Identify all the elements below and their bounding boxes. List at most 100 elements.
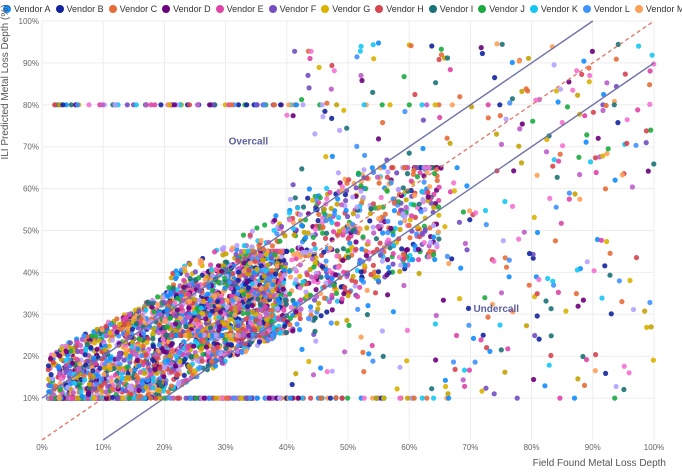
data-point — [389, 165, 395, 171]
annotation-label: Overcall — [229, 137, 269, 148]
data-point — [580, 297, 587, 303]
legend-item[interactable]: Vendor D — [162, 4, 211, 14]
data-point — [209, 288, 215, 294]
data-point — [331, 68, 337, 74]
data-point — [273, 213, 279, 219]
data-point — [210, 332, 216, 338]
data-point — [431, 204, 437, 210]
data-point — [151, 359, 157, 365]
x-tick-label: 70% — [462, 443, 478, 452]
data-point — [444, 55, 451, 61]
data-point — [254, 266, 260, 272]
data-point — [543, 298, 549, 304]
data-point — [311, 264, 317, 270]
legend-item[interactable]: Vendor K — [529, 4, 578, 14]
data-point — [308, 395, 314, 401]
legend-item[interactable]: Vendor H — [375, 4, 424, 14]
data-point — [288, 304, 294, 310]
data-point — [239, 349, 245, 355]
data-point — [68, 102, 74, 108]
data-point — [353, 239, 359, 245]
data-point — [144, 340, 150, 346]
data-point — [343, 198, 349, 204]
legend-item[interactable]: Vendor L — [582, 4, 630, 14]
data-point — [358, 334, 364, 340]
data-point — [114, 316, 120, 322]
data-point — [577, 172, 583, 178]
data-point — [70, 395, 76, 401]
data-point — [287, 274, 294, 280]
annotations: Overcall Undercall — [229, 137, 520, 316]
data-point — [299, 346, 305, 352]
data-point — [371, 56, 377, 62]
legend-item[interactable]: Vendor C — [108, 4, 157, 14]
data-point — [402, 165, 408, 171]
data-point — [506, 257, 512, 263]
legend-item[interactable]: Vendor M — [634, 4, 682, 14]
x-tick-label: 40% — [279, 443, 295, 452]
data-point — [109, 337, 115, 343]
data-point — [370, 224, 376, 230]
data-point — [313, 287, 319, 293]
data-point — [438, 52, 444, 58]
data-point — [387, 102, 393, 108]
legend-item[interactable]: Vendor E — [215, 4, 264, 14]
legend-item[interactable]: Vendor J — [478, 4, 525, 14]
data-point — [257, 253, 263, 259]
data-point — [343, 207, 349, 214]
data-point — [274, 263, 280, 269]
data-point — [334, 201, 340, 207]
legend-item[interactable]: Vendor I — [428, 4, 473, 14]
data-point — [136, 308, 142, 314]
data-point — [320, 230, 326, 236]
data-point — [519, 121, 525, 127]
legend-item[interactable]: Vendor A — [3, 4, 51, 14]
data-point — [427, 239, 434, 246]
data-point — [342, 192, 348, 198]
data-point — [364, 312, 370, 318]
data-point — [305, 315, 312, 322]
data-point — [172, 321, 179, 327]
data-point — [200, 311, 206, 317]
data-point — [581, 58, 587, 64]
data-point — [564, 104, 571, 110]
data-point — [465, 305, 472, 311]
data-point — [577, 196, 583, 202]
data-point — [627, 277, 633, 284]
data-point — [402, 218, 408, 224]
data-point — [361, 369, 367, 375]
legend-item[interactable]: Vendor F — [268, 4, 316, 14]
data-point — [295, 395, 302, 401]
data-point — [122, 388, 129, 394]
data-point — [245, 248, 251, 254]
data-point — [353, 185, 359, 191]
data-point — [86, 381, 93, 387]
data-point — [336, 214, 342, 221]
data-point — [99, 327, 105, 333]
data-point — [645, 168, 651, 174]
legend-label: Vendor A — [14, 4, 51, 14]
data-point — [376, 180, 382, 186]
legend-item[interactable]: Vendor G — [321, 4, 370, 14]
data-point — [261, 290, 267, 296]
data-point — [467, 208, 473, 214]
data-point — [139, 381, 146, 387]
data-point — [390, 251, 396, 257]
data-point — [292, 195, 298, 201]
data-point — [173, 313, 179, 319]
legend-item[interactable]: Vendor B — [55, 4, 104, 14]
data-point — [250, 309, 256, 315]
data-point — [150, 385, 156, 391]
data-point — [339, 202, 345, 208]
data-point — [261, 273, 267, 279]
data-point — [436, 102, 442, 108]
data-point — [120, 395, 126, 401]
data-point — [647, 101, 653, 107]
data-point — [555, 99, 561, 105]
data-point — [333, 395, 339, 401]
data-point — [574, 68, 580, 74]
data-point — [50, 359, 56, 365]
data-point — [361, 167, 367, 173]
data-point — [58, 376, 64, 382]
data-point — [290, 113, 296, 119]
